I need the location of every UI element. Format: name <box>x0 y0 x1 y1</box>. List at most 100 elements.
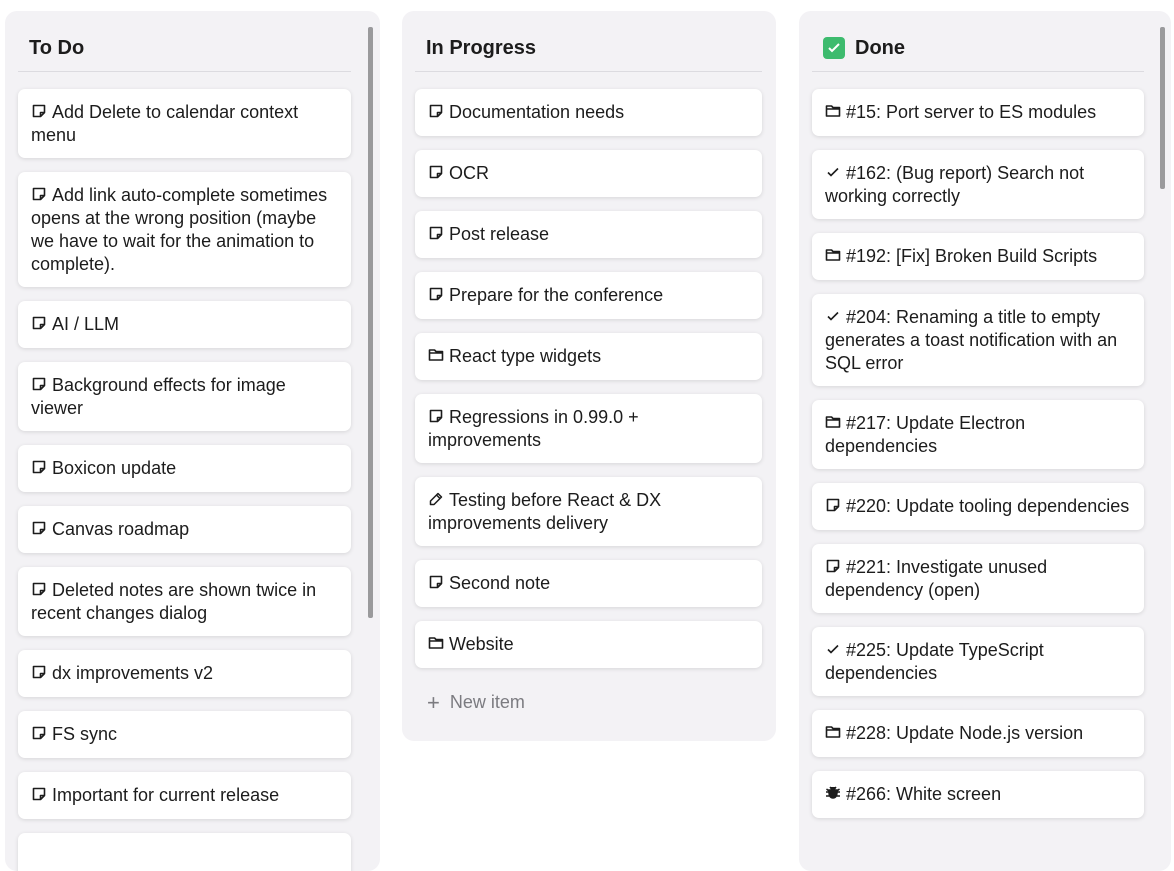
card[interactable]: #266: White screen <box>812 771 1144 818</box>
card-title: Regressions in 0.99.0 + improvements <box>428 407 639 450</box>
check-icon <box>825 641 841 657</box>
column-todo: To Do Add Delete to calendar context men… <box>5 11 380 871</box>
card-title: Add link auto-complete sometimes opens a… <box>31 185 328 274</box>
plus-icon: + <box>427 689 440 715</box>
column-header[interactable]: To Do <box>18 11 351 72</box>
card[interactable]: Canvas roadmap <box>18 506 351 553</box>
card[interactable]: #221: Investigate unused dependency (ope… <box>812 544 1144 613</box>
card-title: React type widgets <box>449 346 602 366</box>
folder-icon <box>428 635 444 651</box>
card[interactable]: Documentation needs <box>415 89 762 136</box>
check-icon <box>825 164 841 180</box>
note-icon <box>428 225 444 241</box>
card[interactable]: FS sync <box>18 711 351 758</box>
column-title: In Progress <box>426 36 537 59</box>
card[interactable]: Background effects for image viewer <box>18 362 351 431</box>
card-title: Testing before React & DX improvements d… <box>428 490 662 533</box>
pipette-icon <box>428 491 444 507</box>
folder-icon <box>825 103 841 119</box>
note-icon <box>428 408 444 424</box>
card[interactable]: #192: [Fix] Broken Build Scripts <box>812 233 1144 280</box>
card-title: Boxicon update <box>52 458 177 478</box>
card-title: #266: White screen <box>846 784 1002 804</box>
card-title: Documentation needs <box>449 102 625 122</box>
card-title: Post release <box>449 224 550 244</box>
note-icon <box>31 725 47 741</box>
card-title: AI / LLM <box>52 314 120 334</box>
card[interactable]: Add Delete to calendar context menu <box>18 89 351 158</box>
card[interactable]: #204: Renaming a title to empty generate… <box>812 294 1144 386</box>
card-title: #220: Update tooling dependencies <box>846 496 1130 516</box>
scrollbar-done[interactable] <box>1160 27 1165 189</box>
note-icon <box>31 103 47 119</box>
card-title: #192: [Fix] Broken Build Scripts <box>846 246 1098 266</box>
card-title: Website <box>449 634 514 654</box>
card[interactable]: Deleted notes are shown twice in recent … <box>18 567 351 636</box>
column-done: Done #15: Port server to ES modules #162:… <box>799 11 1171 871</box>
note-icon <box>31 459 47 475</box>
card[interactable]: Add link auto-complete sometimes opens a… <box>18 172 351 287</box>
card[interactable]: #225: Update TypeScript dependencies <box>812 627 1144 696</box>
card[interactable]: Website <box>415 621 762 668</box>
card-title: Canvas roadmap <box>52 519 190 539</box>
note-icon <box>825 558 841 574</box>
column-title: To Do <box>29 36 85 59</box>
card-title: Second note <box>449 573 551 593</box>
card[interactable]: #217: Update Electron dependencies <box>812 400 1144 469</box>
card[interactable]: Important for current release <box>18 772 351 819</box>
card[interactable]: #220: Update tooling dependencies <box>812 483 1144 530</box>
card-title: Prepare for the conference <box>449 285 664 305</box>
card-title: #162: (Bug report) Search not working co… <box>825 163 1085 206</box>
card-title: #217: Update Electron dependencies <box>825 413 1026 456</box>
card[interactable]: React type widgets <box>415 333 762 380</box>
card[interactable]: AI / LLM <box>18 301 351 348</box>
card[interactable]: #228: Update Node.js version <box>812 710 1144 757</box>
folder-icon <box>825 414 841 430</box>
card-partial[interactable] <box>18 833 351 871</box>
note-icon <box>825 497 841 513</box>
note-icon <box>428 286 444 302</box>
card-title: #228: Update Node.js version <box>846 723 1084 743</box>
card-title: Background effects for image viewer <box>31 375 286 418</box>
card-title: #221: Investigate unused dependency (ope… <box>825 557 1048 600</box>
note-icon <box>31 664 47 680</box>
note-icon <box>31 376 47 392</box>
card-title: #204: Renaming a title to empty generate… <box>825 307 1118 373</box>
card[interactable]: Prepare for the conference <box>415 272 762 319</box>
note-icon <box>428 164 444 180</box>
folder-icon <box>825 247 841 263</box>
card[interactable]: #15: Port server to ES modules <box>812 89 1144 136</box>
note-icon <box>31 581 47 597</box>
note-icon <box>428 574 444 590</box>
check-icon <box>825 308 841 324</box>
card[interactable]: dx improvements v2 <box>18 650 351 697</box>
column-title: Done <box>855 36 905 59</box>
checkbox-icon <box>823 37 845 59</box>
scrollbar-todo[interactable] <box>368 27 373 618</box>
card[interactable]: Second note <box>415 560 762 607</box>
card[interactable]: OCR <box>415 150 762 197</box>
folder-icon <box>825 724 841 740</box>
card[interactable]: Boxicon update <box>18 445 351 492</box>
card[interactable]: Regressions in 0.99.0 + improvements <box>415 394 762 463</box>
card[interactable]: Post release <box>415 211 762 258</box>
card-title: #15: Port server to ES modules <box>846 102 1097 122</box>
column-header[interactable]: Done <box>812 11 1144 72</box>
card-title: Important for current release <box>52 785 280 805</box>
column-header[interactable]: In Progress <box>415 11 762 72</box>
card-title: #225: Update TypeScript dependencies <box>825 640 1044 683</box>
note-icon <box>31 520 47 536</box>
new-item-button[interactable]: + New item <box>415 682 763 723</box>
card-title: Deleted notes are shown twice in recent … <box>31 580 317 623</box>
folder-icon <box>428 347 444 363</box>
column-in-progress: In Progress Documentation needs OCR Post r… <box>402 11 776 741</box>
card-title: dx improvements v2 <box>52 663 214 683</box>
bug-icon <box>825 785 841 801</box>
note-icon <box>428 103 444 119</box>
new-item-label: New item <box>449 692 525 712</box>
card[interactable]: #162: (Bug report) Search not working co… <box>812 150 1144 219</box>
card-title: FS sync <box>52 724 118 744</box>
note-icon <box>31 186 47 202</box>
note-icon <box>31 786 47 802</box>
card[interactable]: Testing before React & DX improvements d… <box>415 477 762 546</box>
